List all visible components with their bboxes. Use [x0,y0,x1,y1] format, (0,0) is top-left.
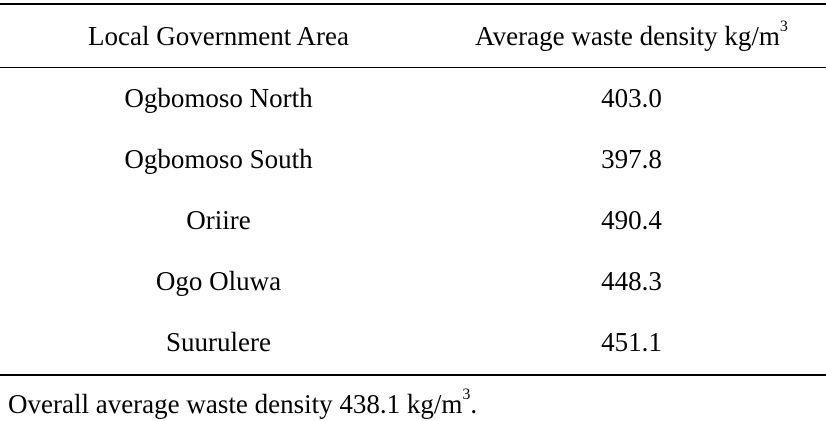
header-local-government-area: Local Government Area [88,21,349,51]
area-cell: Ogbomoso South [124,144,313,174]
area-cell: Oriire [186,205,251,235]
density-cell: 403.0 [601,83,662,113]
density-cell: 451.1 [601,327,662,357]
area-cell: Ogo Oluwa [155,266,282,296]
area-cell: Ogbomoso North [124,83,313,113]
density-cell: 397.8 [601,144,662,174]
footnote-superscript: 3 [462,386,471,403]
table-header-rule [0,67,826,68]
header-density-text: Average waste density kg/m [475,21,780,51]
footnote-end: . [470,389,478,419]
table-bottom-rule [0,374,826,376]
header-average-waste-density: Average waste density kg/m3 [437,18,826,52]
table-top-rule [0,3,826,5]
area-cell: Suurulere [166,327,271,357]
density-cell: 490.4 [601,205,662,235]
table-footnote: Overall average waste density 438.1 kg/m… [8,386,478,420]
density-cell: 448.3 [601,266,662,296]
footnote-text: Overall average waste density 438.1 kg/m [8,389,463,419]
header-density-superscript: 3 [779,18,788,35]
